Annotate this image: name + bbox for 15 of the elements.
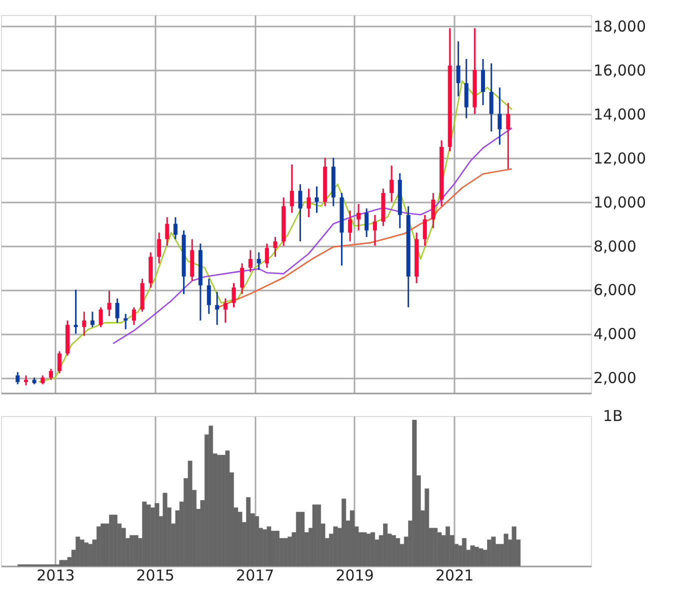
x-tick-label: 2019: [336, 566, 374, 584]
text: 1B: [603, 407, 623, 425]
y-tick-label: 10,000: [594, 193, 646, 212]
x-tick-label: 2013: [36, 566, 75, 584]
y-tick-label: 4,000: [594, 325, 636, 344]
y-tick-label: 12,000: [594, 149, 646, 168]
y-tick-label: 16,000: [594, 61, 646, 80]
y-tick-label: 14,000: [594, 105, 646, 124]
y-tick-label: 18,000: [594, 17, 646, 36]
x-tick-label: 2021: [435, 566, 474, 584]
y-tick-label: 2,000: [594, 369, 636, 388]
x-tick-label: 2017: [236, 566, 274, 584]
y-tick-label: 8,000: [594, 237, 636, 256]
x-tick-label: 2015: [136, 566, 174, 584]
y-tick-label: 6,000: [594, 281, 636, 300]
